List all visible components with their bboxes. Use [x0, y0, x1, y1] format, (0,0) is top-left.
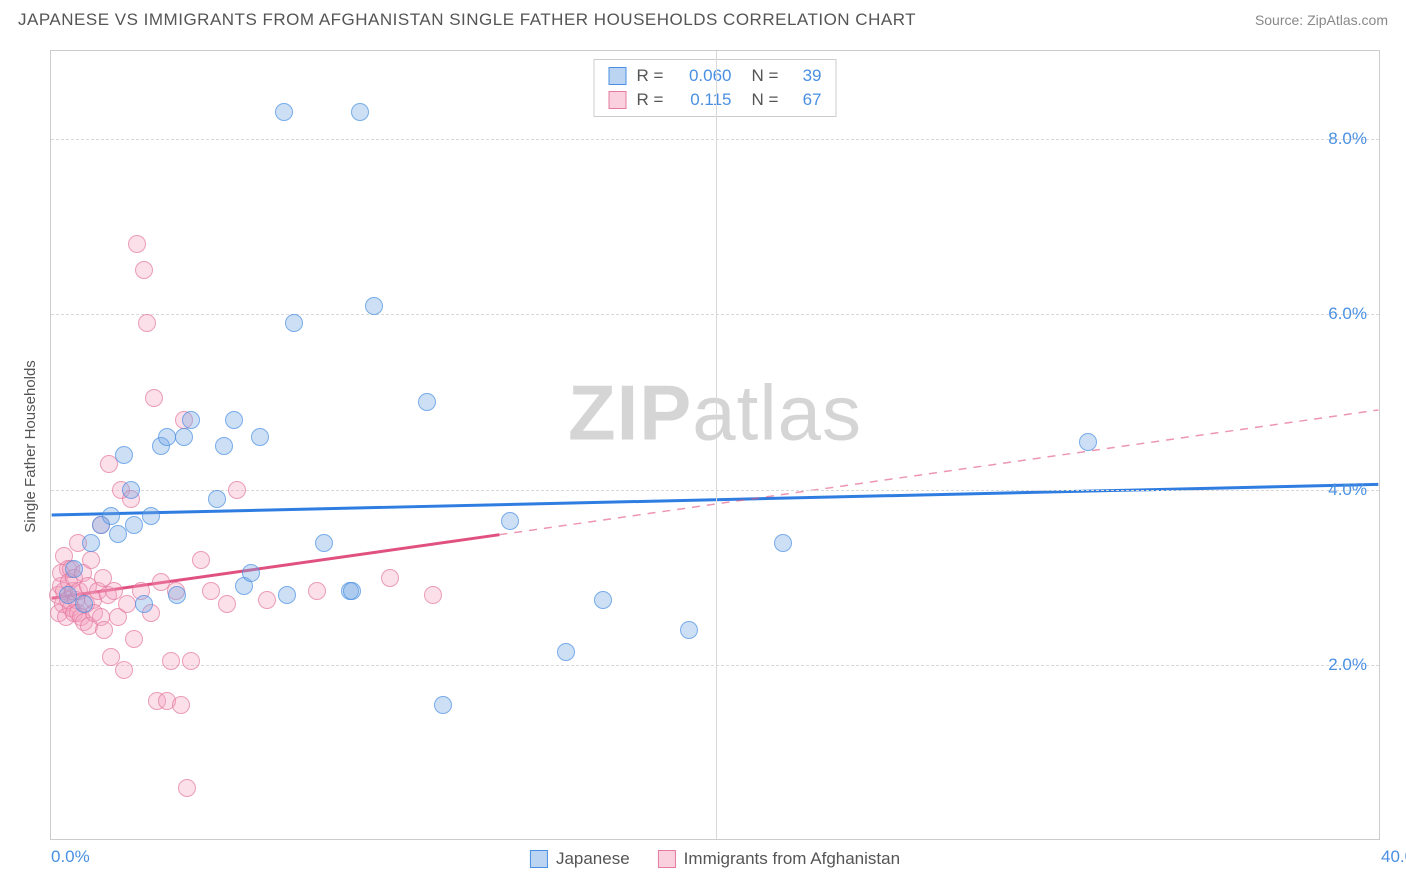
watermark-atlas: atlas: [692, 369, 862, 457]
gridline-h: [51, 139, 1379, 140]
scatter-point: [202, 582, 220, 600]
scatter-point: [285, 314, 303, 332]
scatter-plot-area: ZIPatlas R = 0.060 N = 39 R = 0.115 N = …: [50, 50, 1380, 840]
scatter-point: [82, 534, 100, 552]
trend-line-dashed: [499, 410, 1378, 535]
scatter-point: [225, 411, 243, 429]
scatter-point: [351, 103, 369, 121]
scatter-point: [175, 428, 193, 446]
scatter-point: [381, 569, 399, 587]
gridline-h: [51, 314, 1379, 315]
scatter-point: [75, 595, 93, 613]
scatter-point: [275, 103, 293, 121]
scatter-point: [192, 551, 210, 569]
y-axis-label-wrap: Single Father Households: [18, 60, 42, 832]
scatter-point: [122, 481, 140, 499]
gridline-h: [51, 490, 1379, 491]
scatter-point: [680, 621, 698, 639]
stats-legend-box: R = 0.060 N = 39 R = 0.115 N = 67: [594, 59, 837, 117]
scatter-point: [315, 534, 333, 552]
watermark-zip: ZIP: [568, 369, 692, 457]
gridline-v: [716, 51, 717, 839]
y-tick-label: 4.0%: [1328, 480, 1367, 500]
y-tick-label: 2.0%: [1328, 655, 1367, 675]
x-tick-label: 0.0%: [51, 847, 90, 867]
scatter-point: [128, 235, 146, 253]
scatter-point: [115, 446, 133, 464]
scatter-point: [258, 591, 276, 609]
stats-n-value-1: 39: [792, 64, 822, 88]
scatter-point: [278, 586, 296, 604]
scatter-point: [95, 621, 113, 639]
scatter-point: [65, 560, 83, 578]
scatter-point: [424, 586, 442, 604]
scatter-point: [172, 696, 190, 714]
chart-title: JAPANESE VS IMMIGRANTS FROM AFGHANISTAN …: [18, 10, 916, 30]
scatter-point: [125, 630, 143, 648]
scatter-point: [343, 582, 361, 600]
scatter-point: [102, 507, 120, 525]
scatter-point: [1079, 433, 1097, 451]
scatter-point: [125, 516, 143, 534]
scatter-point: [218, 595, 236, 613]
watermark: ZIPatlas: [568, 368, 862, 459]
stats-n-value-2: 67: [792, 88, 822, 112]
stats-row-series-2: R = 0.115 N = 67: [609, 88, 822, 112]
scatter-point: [251, 428, 269, 446]
legend-swatch-1-icon: [530, 850, 548, 868]
scatter-point: [557, 643, 575, 661]
legend-item-series-2: Immigrants from Afghanistan: [658, 849, 900, 869]
scatter-point: [145, 389, 163, 407]
bottom-legend: Japanese Immigrants from Afghanistan: [530, 849, 900, 869]
stats-r-label-2: R =: [637, 88, 667, 112]
scatter-point: [59, 586, 77, 604]
gridline-h: [51, 665, 1379, 666]
scatter-point: [138, 314, 156, 332]
legend-swatch-2-icon: [658, 850, 676, 868]
scatter-point: [418, 393, 436, 411]
legend-item-series-1: Japanese: [530, 849, 630, 869]
legend-label-1: Japanese: [556, 849, 630, 869]
scatter-point: [182, 411, 200, 429]
chart-header: JAPANESE VS IMMIGRANTS FROM AFGHANISTAN …: [18, 10, 1388, 30]
stats-n-label: N =: [752, 64, 782, 88]
scatter-point: [182, 652, 200, 670]
legend-swatch-series-1: [609, 67, 627, 85]
scatter-point: [135, 595, 153, 613]
scatter-point: [774, 534, 792, 552]
scatter-point: [82, 551, 100, 569]
stats-n-label-2: N =: [752, 88, 782, 112]
y-axis-label: Single Father Households: [22, 360, 39, 533]
scatter-point: [365, 297, 383, 315]
scatter-point: [135, 261, 153, 279]
y-tick-label: 6.0%: [1328, 304, 1367, 324]
scatter-point: [308, 582, 326, 600]
scatter-point: [208, 490, 226, 508]
scatter-point: [158, 428, 176, 446]
scatter-point: [162, 652, 180, 670]
scatter-point: [168, 586, 186, 604]
scatter-point: [118, 595, 136, 613]
y-tick-label: 8.0%: [1328, 129, 1367, 149]
chart-source: Source: ZipAtlas.com: [1255, 12, 1388, 28]
scatter-point: [594, 591, 612, 609]
scatter-point: [178, 779, 196, 797]
scatter-point: [109, 525, 127, 543]
scatter-point: [501, 512, 519, 530]
legend-swatch-series-2: [609, 91, 627, 109]
scatter-point: [215, 437, 233, 455]
stats-row-series-1: R = 0.060 N = 39: [609, 64, 822, 88]
legend-label-2: Immigrants from Afghanistan: [684, 849, 900, 869]
trend-lines-svg: [51, 51, 1379, 839]
scatter-point: [142, 507, 160, 525]
scatter-point: [434, 696, 452, 714]
scatter-point: [228, 481, 246, 499]
stats-r-value-2: 0.115: [677, 88, 732, 112]
scatter-point: [115, 661, 133, 679]
stats-r-label: R =: [637, 64, 667, 88]
scatter-point: [242, 564, 260, 582]
stats-r-value-1: 0.060: [677, 64, 732, 88]
